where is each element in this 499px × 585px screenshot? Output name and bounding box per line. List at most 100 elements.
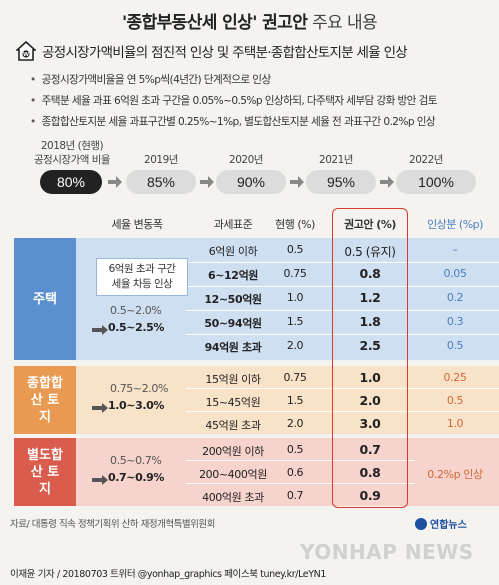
col-header-current: 현행 (%) [275, 218, 315, 231]
divider [186, 262, 499, 263]
cell-increase: 0.05 [443, 267, 467, 280]
divider [186, 483, 415, 484]
cell-base: 400억원 초과 [202, 491, 264, 504]
cell-increase: – [452, 243, 458, 256]
house-icon: W [16, 41, 36, 61]
rate-range: 0.75~2.0% 1.0~3.0% [92, 380, 169, 414]
group-comprehensive-land: 종합합산 토지 0.75~2.0% 1.0~3.0% 15억원 이하 0.75 … [14, 366, 499, 434]
col-header-range: 세율 변동폭 [111, 218, 163, 231]
section-heading: W 공정시장가액비율의 점진적 인상 및 주택분·종합합산토지분 세율 인상 [16, 40, 408, 62]
table-row: 200~400억원 0.6 0.8 0.2%p 인상 [14, 461, 499, 485]
cell-current: 0.75 [283, 371, 307, 384]
timeline-year: 2021년 [319, 154, 353, 166]
cell-current: 2.0 [286, 339, 304, 352]
range-to-row: 0.5~2.5% [92, 319, 166, 336]
divider [186, 334, 499, 335]
cell-increase-merged: 0.2%p 인상 [427, 468, 483, 481]
table-row: 15~45억원 1.5 2.0 0.5 [14, 389, 499, 413]
cell-increase: 0.25 [443, 371, 467, 384]
bullet-item: 공정시장가액비율을 연 5%p씩(4년간) 단계적으로 인상 [30, 70, 495, 91]
cell-proposed: 0.7 [359, 442, 381, 457]
cell-increase: 0.3 [446, 315, 464, 328]
timeline-year: 2020년 [229, 154, 263, 166]
arrow-right-icon [92, 323, 108, 335]
title-main: '종합부동산세 인상' 권고안 [121, 13, 308, 33]
group-band [76, 366, 499, 434]
arrow-right-icon [108, 176, 122, 188]
range-from: 0.75~2.0% [110, 382, 169, 395]
cell-base: 45억원 초과 [205, 419, 261, 432]
col-header-proposed: 권고안 (%) [344, 218, 396, 231]
range-to-row: 1.0~3.0% [92, 397, 168, 414]
arrow-right-icon [290, 176, 304, 188]
table-row: 6억원 이하 0.5 0.5 (유지) – [14, 238, 499, 262]
note-box: 6억원 초과 구간 세율 차등 인상 [96, 258, 188, 296]
section-heading-text: 공정시장가액비율의 점진적 인상 및 주택분·종합합산토지분 세율 인상 [42, 45, 408, 61]
group-label: 종합합산 토지 [14, 366, 76, 434]
timeline-year-current: 2018년 (현행) [40, 140, 104, 152]
cell-proposed: 0.8 [359, 266, 381, 281]
table-row: 400억원 초과 0.7 0.9 [14, 484, 499, 508]
cell-proposed: 1.2 [359, 290, 381, 305]
bullet-item: 종합합산토지분 세율 과표구간별 0.25%~1%p, 별도합산토지분 세율 전… [30, 112, 495, 133]
divider [186, 286, 499, 287]
timeline-value: 100% [396, 170, 476, 194]
cell-increase: 0.2 [446, 291, 464, 304]
cell-proposed: 1.0 [359, 370, 381, 385]
cell-base: 50~94억원 [204, 317, 262, 330]
cell-increase: 1.0 [446, 417, 464, 430]
cell-base: 200억원 이하 [202, 445, 264, 458]
rate-range: 0.5~0.7% 0.7~0.9% [92, 452, 166, 486]
cell-current: 2.0 [286, 417, 304, 430]
table-row: 94억원 초과 2.0 2.5 0.5 [14, 334, 499, 358]
cell-proposed: 0.5 (유지) [344, 245, 396, 259]
cell-increase: 0.5 [446, 339, 464, 352]
logo-mark-icon [415, 517, 427, 530]
col-header-increase: 인상분 (%p) [427, 218, 483, 231]
cell-base: 12~50억원 [204, 293, 262, 306]
credit-line: 이재윤 기자 / 20180703 트위터 @yonhap_graphics 페… [10, 569, 327, 580]
divider [186, 310, 499, 311]
rate-range: 0.5~2.0% 0.5~2.5% [92, 302, 166, 336]
cell-proposed: 2.0 [359, 393, 381, 408]
divider [186, 388, 499, 389]
page-title: '종합부동산세 인상' 권고안 주요 내용 [0, 8, 499, 33]
divider [186, 460, 415, 461]
cell-current: 0.7 [286, 489, 304, 502]
arrow-right-icon [92, 473, 108, 485]
cell-base: 6억원 이하 [208, 245, 258, 258]
svg-text:W: W [23, 52, 29, 58]
range-from: 0.5~2.0% [110, 304, 162, 317]
cell-current: 1.0 [286, 291, 304, 304]
table-row: 45억원 초과 2.0 3.0 1.0 [14, 412, 499, 436]
cell-base: 15억원 이하 [205, 373, 261, 386]
range-from: 0.5~0.7% [110, 454, 162, 467]
group-label: 별도합산 토지 [14, 438, 76, 506]
timeline: 2018년 (현행) 공정시장가액 비율 2019년 2020년 2021년 2… [0, 140, 499, 200]
timeline-value-current: 80% [40, 170, 102, 194]
cell-proposed: 3.0 [359, 416, 381, 431]
cell-increase: 0.5 [446, 394, 464, 407]
note-line: 세율 차등 인상 [111, 278, 173, 290]
table-row: 15억원 이하 0.75 1.0 0.25 [14, 366, 499, 390]
bullet-item: 주택분 세율 과표 6억원 초과 구간을 0.05%~0.5%p 인상하되, 다… [30, 91, 495, 112]
table-row: 6~12억원 0.75 0.8 0.05 [14, 262, 499, 286]
table-header: 세율 변동폭 과세표준 현행 (%) 권고안 (%) 인상분 (%p) [0, 212, 499, 236]
arrow-right-icon [92, 401, 108, 413]
cell-base: 6~12억원 [207, 269, 259, 282]
cell-current: 1.5 [286, 315, 304, 328]
group-band [76, 438, 499, 506]
cell-proposed: 0.9 [359, 488, 381, 503]
table-row: 200억원 이하 0.5 0.7 [14, 438, 499, 462]
timeline-year: 2019년 [144, 154, 178, 166]
cell-current: 0.75 [283, 267, 307, 280]
yonhap-logo: 연합뉴스 [415, 516, 467, 531]
watermark: YONHAP NEWS [300, 540, 474, 564]
range-to: 1.0~3.0% [108, 399, 165, 412]
group-housing: 주택 6억원 초과 구간 세율 차등 인상 0.5~2.0% 0.5~2.5% … [14, 238, 499, 360]
timeline-caption: 공정시장가액 비율 [33, 154, 111, 166]
timeline-value: 90% [216, 170, 286, 194]
cell-base: 94억원 초과 [204, 341, 262, 354]
arrow-right-icon [200, 176, 214, 188]
source-note: 자료/ 대통령 직속 정책기획위 산하 재정개혁특별위원회 [10, 519, 215, 530]
